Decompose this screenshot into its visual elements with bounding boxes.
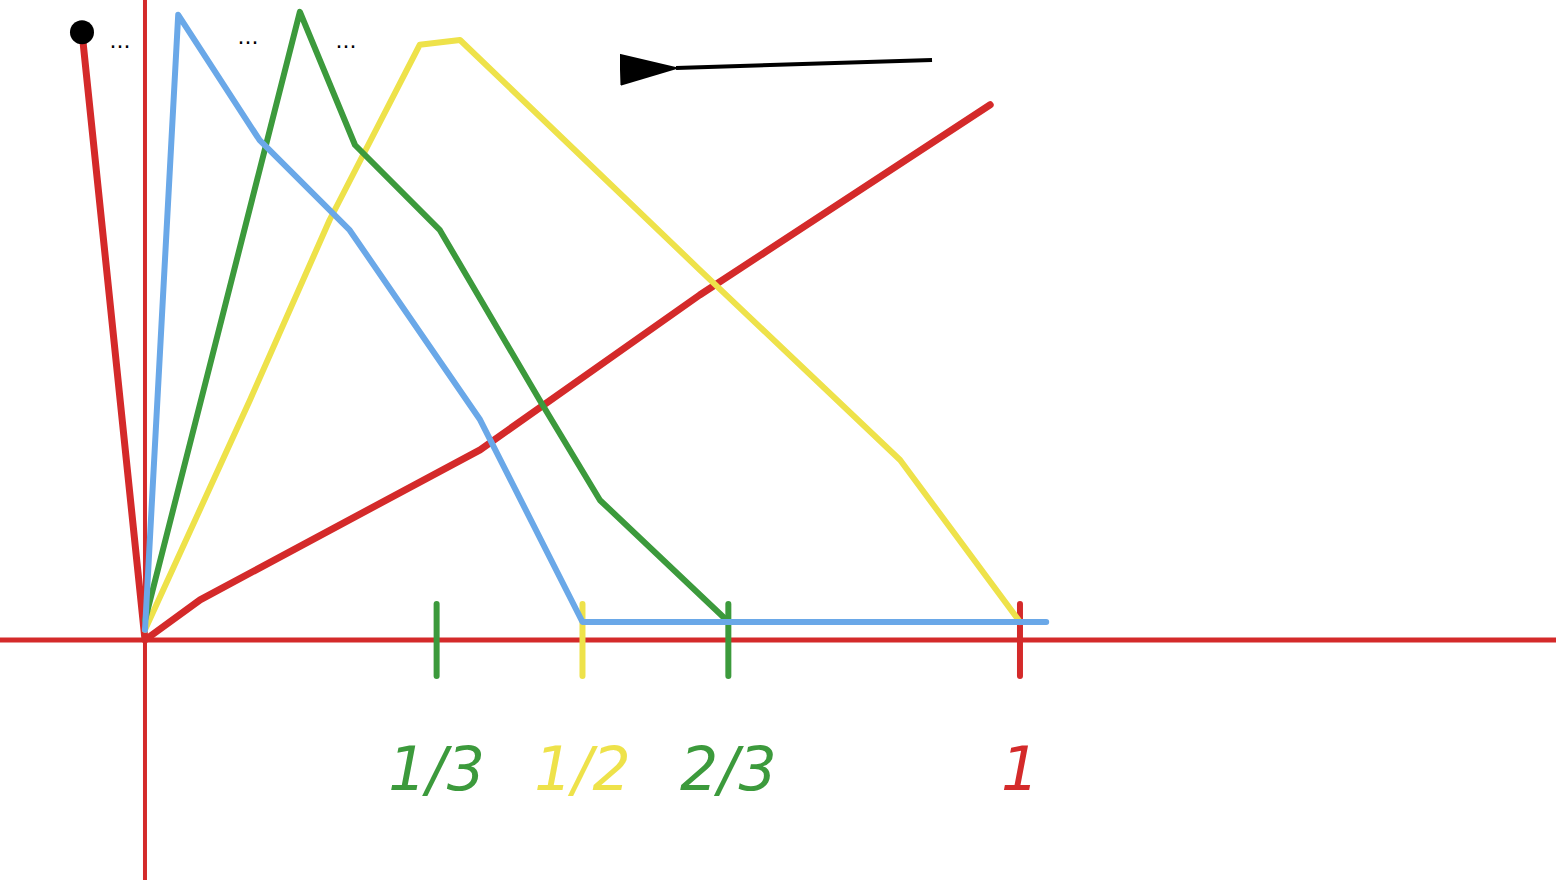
arrow: [676, 60, 932, 68]
curve: [145, 40, 1020, 630]
x-tick: [434, 604, 440, 676]
x-tick-label: 1/2: [534, 734, 631, 804]
end-dot: [70, 20, 94, 44]
chart: 1/3 1/2 2/3 1.........: [0, 0, 1556, 880]
y-axis: [143, 0, 147, 880]
x-tick: [725, 604, 731, 676]
annotation: ...: [110, 28, 131, 53]
annotation: ...: [238, 24, 259, 49]
annotation: ...: [336, 28, 357, 53]
x-tick-label: 1/3: [388, 734, 485, 804]
curve: [145, 12, 1020, 622]
curve: [145, 15, 1046, 630]
series-group: [82, 12, 1046, 640]
x-tick-label: 1: [1001, 734, 1039, 804]
x-tick-label: 2/3: [680, 734, 777, 804]
x-axis: [0, 638, 1556, 643]
